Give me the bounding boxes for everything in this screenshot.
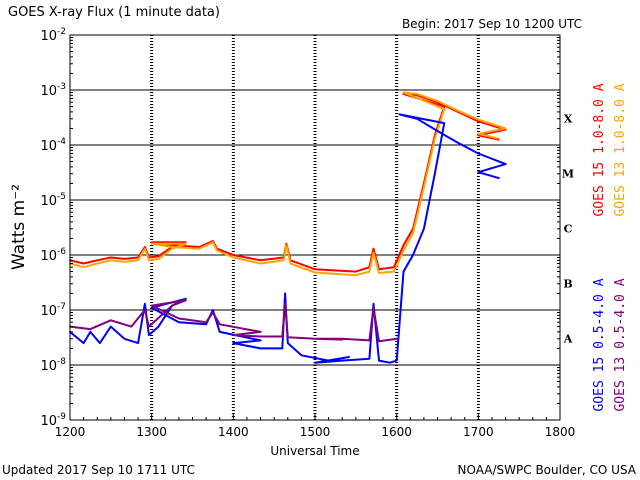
- axis-layer: 1200 1300 1400 1500 1600 1700 1800 10-2 10-3 10-4…: [40, 27, 575, 439]
- y-tick-label: 10-3: [40, 82, 66, 99]
- x-tick-label: 1400: [218, 425, 249, 439]
- credit-label: NOAA/SWPC Boulder, CO USA: [458, 463, 637, 477]
- x-tick-label: 1600: [381, 425, 412, 439]
- legend-entry-3: GOES 13 0.5-4.0 A: [613, 278, 628, 411]
- legend: GOES 15 1.0-8.0 A GOES 13 1.0-8.0 A GOES 1…: [592, 83, 628, 411]
- x-tick-label: 1200: [55, 425, 86, 439]
- x-axis-label: Universal Time: [270, 444, 359, 458]
- chart-title: GOES X-ray Flux (1 minute data): [8, 5, 220, 20]
- legend-entry-1: GOES 13 1.0-8.0 A: [613, 83, 628, 216]
- flare-class-b-label: B: [563, 278, 572, 291]
- grid-layer: [70, 35, 560, 420]
- y-tick-label: 10-5: [40, 192, 66, 209]
- updated-label: Updated 2017 Sep 10 1711 UTC: [2, 463, 195, 477]
- x-tick-label: 1700: [463, 425, 494, 439]
- y-tick-label: 10-6: [40, 247, 66, 264]
- series-layer: [69, 91, 507, 364]
- x-tick-label: 1800: [545, 425, 576, 439]
- flare-class-m-label: M: [562, 168, 574, 181]
- legend-entry-0: GOES 15 1.0-8.0 A: [592, 83, 607, 216]
- begin-time-label: Begin: 2017 Sep 10 1200 UTC: [402, 17, 582, 31]
- y-tick-label: 10-2: [40, 27, 66, 44]
- y-tick-label: 10-4: [40, 137, 66, 154]
- y-tick-label: 10-8: [40, 357, 66, 374]
- y-axis-label: Watts m⁻²: [9, 184, 29, 270]
- y-tick-label: 10-9: [40, 412, 66, 429]
- y-tick-label: 10-7: [40, 302, 66, 319]
- flare-class-a-label: A: [563, 333, 573, 346]
- series-line-3: [69, 299, 398, 343]
- flare-class-c-label: C: [564, 223, 573, 236]
- x-tick-label: 1500: [300, 425, 331, 439]
- flare-class-x-label: X: [564, 113, 573, 126]
- legend-entry-2: GOES 15 0.5-4.0 A: [592, 278, 607, 411]
- x-tick-label: 1300: [136, 425, 167, 439]
- series-line-1: [69, 91, 507, 277]
